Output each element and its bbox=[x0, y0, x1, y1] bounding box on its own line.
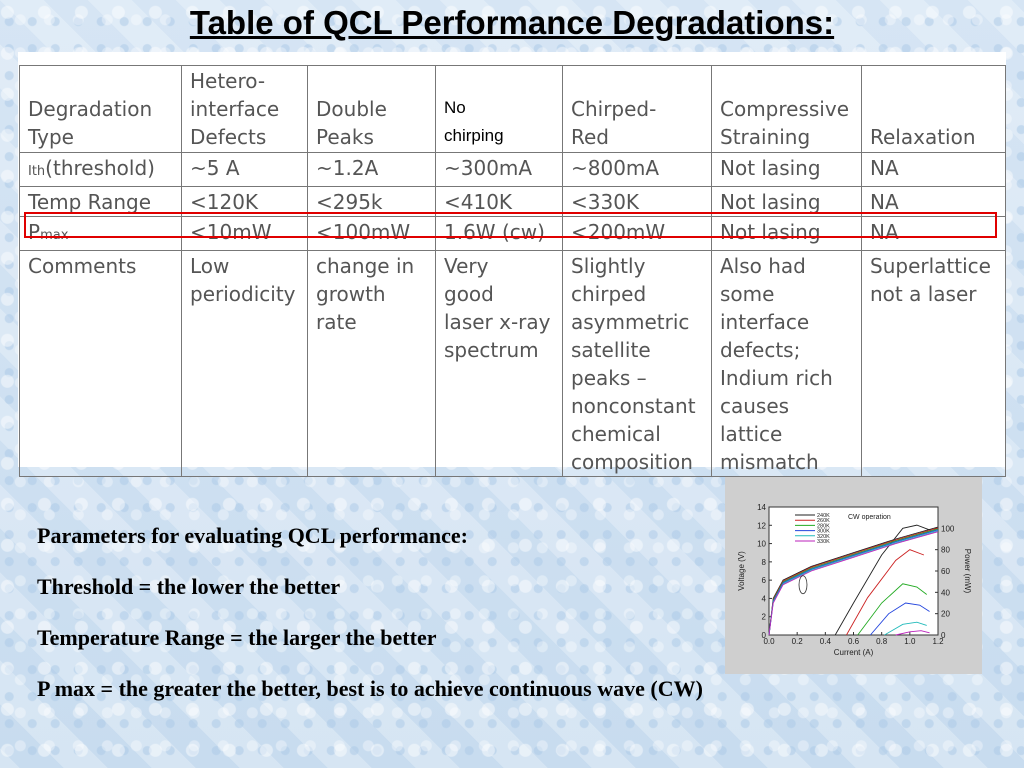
table-cell: NA bbox=[861, 216, 1006, 251]
pmax-highlight-box bbox=[24, 212, 997, 238]
header-relaxation: Relaxation bbox=[861, 65, 1006, 153]
voltage-line-330k bbox=[768, 531, 939, 636]
degradation-table-panel: Degradation Type Hetero-interface Defects … bbox=[18, 52, 1006, 477]
degradation-table: Degradation Type Hetero-interface Defects … bbox=[19, 65, 1006, 477]
y-tick-label: 8 bbox=[762, 558, 767, 567]
header-compressive-straining: Compressive Straining bbox=[711, 65, 862, 153]
table-cell: Not lasing bbox=[711, 186, 862, 217]
y2-tick-label: 80 bbox=[941, 546, 950, 555]
legend-label-240k: 240K bbox=[817, 513, 830, 519]
header-degradation-type: Degradation Type bbox=[19, 65, 182, 153]
comment-cell: change in growth rate bbox=[307, 250, 436, 477]
legend-label-330k: 330K bbox=[817, 539, 830, 545]
table-cell: Not lasing bbox=[711, 152, 862, 187]
y2-tick-label: 0 bbox=[941, 631, 946, 640]
legend-label-320k: 320K bbox=[817, 534, 830, 540]
table-row: Ith(threshold) ~5 A ~1.2A ~300mA ~800mA … bbox=[19, 152, 1006, 187]
y2-tick-label: 60 bbox=[941, 567, 950, 576]
x-tick-label: 0.0 bbox=[763, 637, 775, 646]
parameters-text: Parameters for evaluating QCL performanc… bbox=[37, 520, 917, 724]
comment-cell: Also had some interface defects; Indium rich… bbox=[711, 250, 862, 477]
y-tick-label: 10 bbox=[757, 540, 766, 549]
comment-cell: Very good laser x-ray spectrum bbox=[435, 250, 563, 477]
table-row: Comments Low periodicity change in growth r… bbox=[19, 250, 1006, 477]
legend-label-260k: 260K bbox=[817, 518, 830, 524]
y2-tick-label: 40 bbox=[941, 588, 950, 597]
threshold-line: Threshold = the lower the better bbox=[37, 574, 341, 599]
table-cell: Not lasing bbox=[711, 216, 862, 251]
row-label-threshold: Ith(threshold) bbox=[19, 152, 182, 187]
x-axis-label: Current (A) bbox=[834, 648, 874, 657]
x-tick-label: 0.8 bbox=[876, 637, 888, 646]
power-line-280k bbox=[857, 583, 928, 636]
comment-cell: Superlattice not a laser bbox=[861, 250, 1006, 477]
power-line-260k bbox=[846, 549, 925, 636]
x-tick-label: 0.2 bbox=[792, 637, 804, 646]
y-tick-label: 14 bbox=[757, 503, 766, 512]
legend-label-300k: 300K bbox=[817, 529, 830, 535]
x-tick-label: 1.0 bbox=[904, 637, 916, 646]
y-tick-label: 2 bbox=[762, 613, 767, 622]
table-cell: <295k bbox=[307, 186, 436, 217]
chart-annotation: CW operation bbox=[848, 514, 891, 521]
table-cell: ~300mA bbox=[435, 152, 563, 187]
row-label-temp-range: Temp Range bbox=[19, 186, 182, 217]
row-label-comments: Comments bbox=[19, 250, 182, 477]
legend-label-280k: 280K bbox=[817, 523, 830, 529]
header-hetero-interface: Hetero-interface Defects bbox=[181, 65, 308, 153]
table-cell: ~5 A bbox=[181, 152, 308, 187]
comment-cell: Slightly chirped asymmetric satellite peaks … bbox=[562, 250, 712, 477]
table-cell: <200mW bbox=[562, 216, 712, 251]
comment-cell: Low periodicity bbox=[181, 250, 308, 477]
header-double-peaks: Double Peaks bbox=[307, 65, 436, 153]
x-tick-label: 0.4 bbox=[820, 637, 832, 646]
table-cell: <100mW bbox=[307, 216, 436, 251]
power-line-300k bbox=[870, 602, 930, 636]
header-no-chirping: No chirping bbox=[435, 65, 563, 153]
y-axis-label: Voltage (V) bbox=[737, 551, 746, 591]
y-tick-label: 6 bbox=[762, 576, 767, 585]
header-chirped-red: Chirped- Red bbox=[562, 65, 712, 153]
power-line-320k bbox=[884, 621, 927, 636]
y2-axis-label: Power (mW) bbox=[963, 549, 972, 594]
table-cell: ~800mA bbox=[562, 152, 712, 187]
y2-tick-label: 100 bbox=[941, 524, 955, 533]
x-tick-label: 0.6 bbox=[848, 637, 860, 646]
pmax-line: P max = the greater the better, best is … bbox=[37, 676, 703, 701]
voltage-group-marker bbox=[798, 575, 808, 595]
table-cell: <120K bbox=[181, 186, 308, 217]
table-cell: ~1.2A bbox=[307, 152, 436, 187]
y-tick-label: 4 bbox=[762, 594, 767, 603]
y-tick-label: 0 bbox=[762, 631, 767, 640]
parameters-heading: Parameters for evaluating QCL performanc… bbox=[37, 523, 468, 548]
table-cell: NA bbox=[861, 152, 1006, 187]
cw-operation-chart: 0.0 0.2 0.4 0.6 0.8 1.0 1.2 0 2 4 6 8 10 12 14 0 20 40 60 8… bbox=[725, 477, 982, 674]
y2-tick-label: 20 bbox=[941, 610, 950, 619]
header-row: Degradation Type Hetero-interface Defects … bbox=[19, 65, 1006, 153]
y-tick-label: 12 bbox=[757, 521, 766, 530]
temperature-line: Temperature Range = the larger the bette… bbox=[37, 625, 437, 650]
slide-title: Table of QCL Performance Degradations: bbox=[189, 4, 835, 41]
chart-svg: 0.0 0.2 0.4 0.6 0.8 1.0 1.20246810121402040608… bbox=[737, 503, 972, 657]
x-tick-label: 1.2 bbox=[932, 637, 944, 646]
power-line-330k bbox=[895, 630, 930, 636]
